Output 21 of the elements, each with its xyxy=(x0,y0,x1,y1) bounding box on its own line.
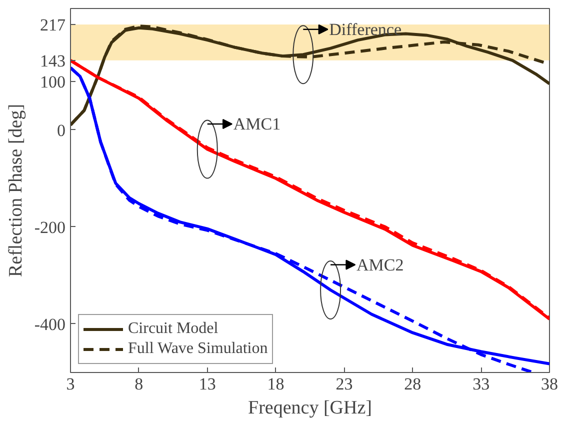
y-tick-label: 217 xyxy=(40,16,66,35)
x-tick-label: 18 xyxy=(267,374,284,394)
y-tick-label: 0 xyxy=(57,120,66,140)
x-tick-label: 3 xyxy=(66,374,75,394)
annotation: AMC1 xyxy=(233,114,281,134)
x-tick-label: 38 xyxy=(541,374,558,394)
x-axis-title: Freqency [GHz] xyxy=(248,398,372,418)
y-tick-label: -200 xyxy=(34,218,66,237)
x-tick-label: 13 xyxy=(198,374,216,394)
legend-label: Circuit Model xyxy=(128,320,218,338)
x-tick-label: 33 xyxy=(472,374,490,394)
x-tick-label: 23 xyxy=(336,374,353,394)
x-tick-label: 28 xyxy=(404,374,422,394)
legend-label: Full Wave Simulation xyxy=(128,340,268,358)
annotation: AMC2 xyxy=(356,255,404,274)
y-tick-label: 100 xyxy=(40,72,66,92)
annotation: Difference xyxy=(329,20,402,39)
x-tick-label: 8 xyxy=(134,374,144,394)
y-tick-label: -400 xyxy=(34,314,66,334)
y-tick-label: 143 xyxy=(40,51,66,70)
y-axis-title: Reflection Phase [deg] xyxy=(5,104,26,278)
